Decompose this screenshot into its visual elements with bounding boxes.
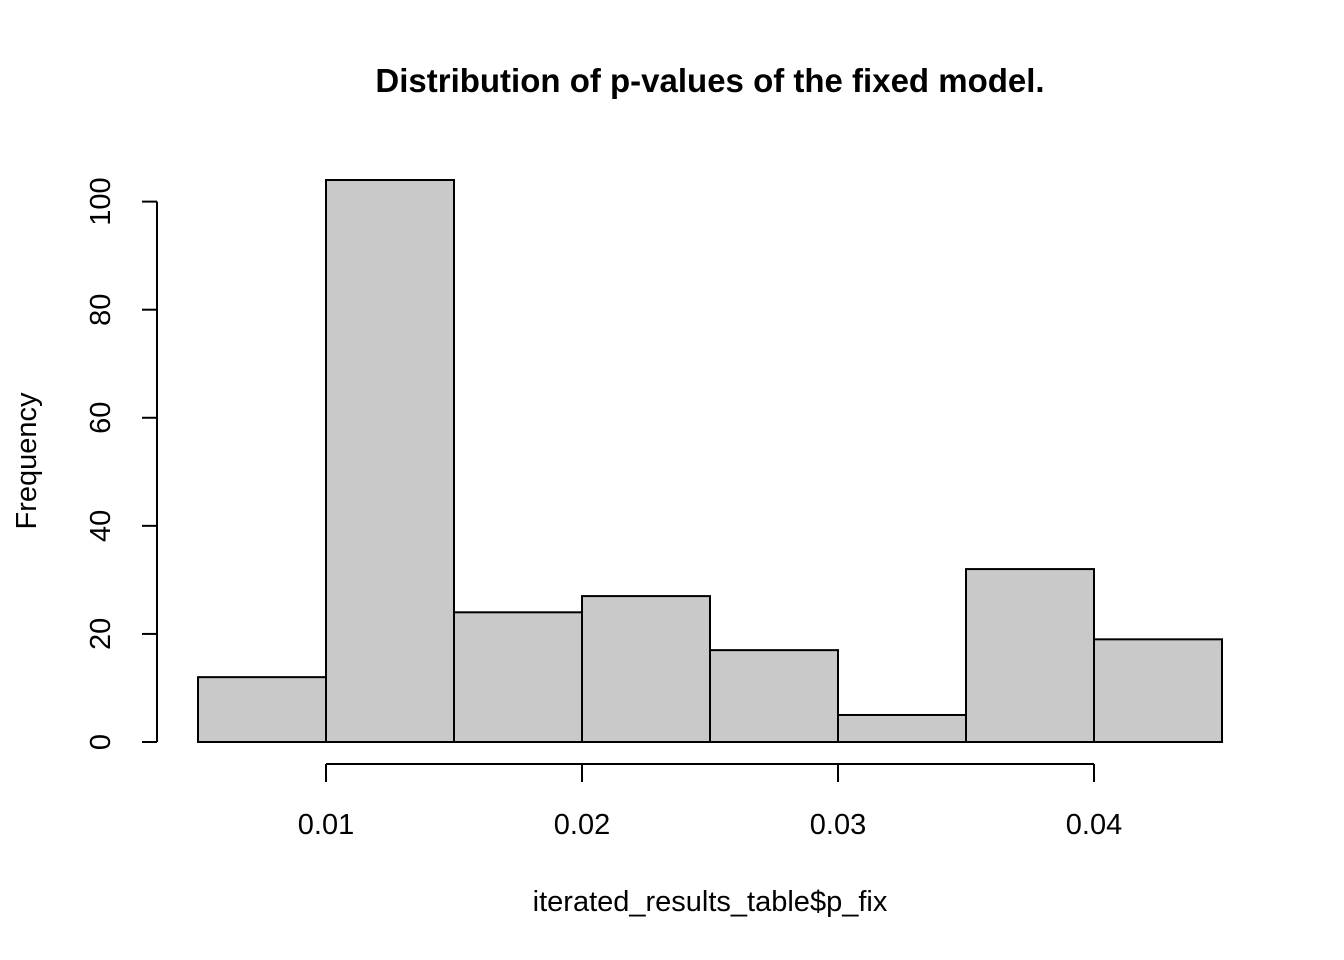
y-tick-label-40: 40 [85, 510, 117, 542]
y-tick-label-20: 20 [85, 618, 117, 650]
x-axis-label: iterated_results_table$p_fix [533, 886, 888, 918]
histogram-bar-3 [453, 611, 583, 743]
x-tick-label-0.01: 0.01 [298, 809, 354, 841]
histogram-bar-2 [325, 179, 455, 743]
y-tick-label-60: 60 [85, 402, 117, 434]
x-tick-label-0.02: 0.02 [554, 809, 610, 841]
y-axis: 0 20 40 60 80 100 [85, 177, 158, 750]
y-tick-label-0: 0 [85, 734, 117, 750]
histogram-bar-6 [837, 713, 967, 744]
chart-title: Distribution of p-values of the fixed mo… [375, 62, 1044, 99]
histogram-bar-8 [1093, 638, 1223, 743]
y-axis-label: Frequency [11, 392, 43, 530]
x-axis: 0.01 0.02 0.03 0.04 [298, 763, 1122, 841]
histogram-bar-5 [709, 649, 839, 744]
histogram-bar-7 [965, 568, 1095, 743]
histogram-bar-4 [581, 595, 711, 743]
y-tick-label-80: 80 [85, 294, 117, 326]
bars-group [197, 179, 1223, 744]
x-tick-label-0.04: 0.04 [1066, 809, 1122, 841]
y-tick-label-100: 100 [85, 177, 117, 225]
histogram-bar-1 [197, 676, 327, 744]
x-tick-label-0.03: 0.03 [810, 809, 866, 841]
